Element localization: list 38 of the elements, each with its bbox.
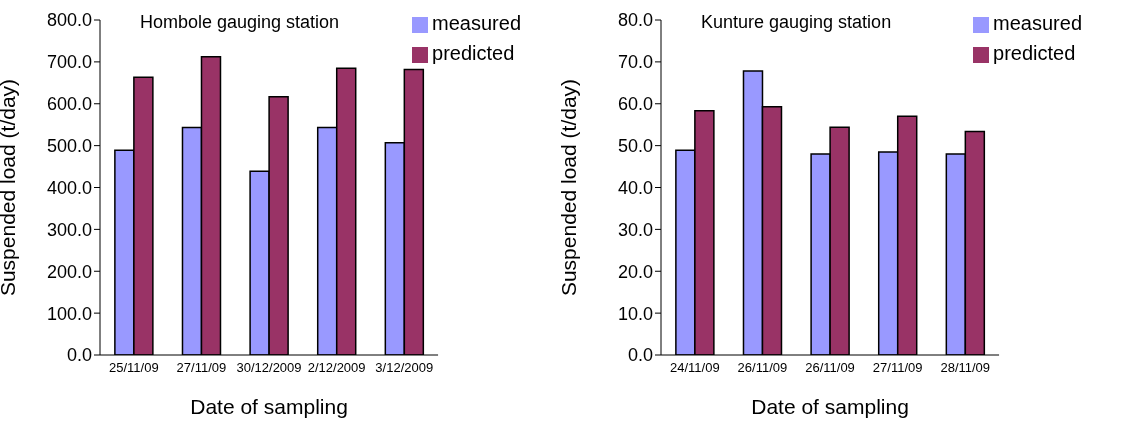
x-tick-label: 26/11/09 <box>737 360 788 376</box>
y-axis-title: Suspended load (t/day) <box>557 78 581 297</box>
x-tick-label: 24/11/09 <box>669 360 720 376</box>
y-tick-label: 0.0 <box>627 345 653 366</box>
y-tick-label: 100.0 <box>46 303 92 324</box>
chart-title: Hombole gauging station <box>140 12 340 33</box>
legend-label: measured <box>993 12 1082 34</box>
y-tick-label: 400.0 <box>46 177 92 198</box>
x-tick-label: 2/12/2009 <box>307 360 366 376</box>
x-tick-label: 30/12/2009 <box>236 360 302 376</box>
legend-label: predicted <box>432 42 515 64</box>
y-tick-label: 800.0 <box>46 10 92 31</box>
x-tick-label: 25/11/09 <box>108 360 159 376</box>
y-tick-label: 600.0 <box>46 94 92 115</box>
x-axis-title: Date of sampling <box>751 394 909 418</box>
x-tick-label: 27/11/09 <box>872 360 923 376</box>
y-tick-label: 50.0 <box>617 136 653 157</box>
y-tick-label: 60.0 <box>617 94 653 115</box>
y-tick-label: 0.0 <box>66 345 92 366</box>
x-tick-label: 28/11/09 <box>940 360 991 376</box>
y-tick-label: 30.0 <box>617 219 653 240</box>
y-axis-title: Suspended load (t/day) <box>0 78 20 297</box>
y-tick-label: 700.0 <box>46 52 92 73</box>
chart-title: Kunture gauging station <box>701 12 892 33</box>
x-tick-label: 3/12/2009 <box>375 360 434 376</box>
y-tick-label: 40.0 <box>617 177 653 198</box>
legend-label: measured <box>432 12 521 34</box>
y-tick-label: 20.0 <box>617 261 653 282</box>
y-tick-label: 80.0 <box>617 10 653 31</box>
y-tick-label: 10.0 <box>617 303 653 324</box>
y-tick-label: 300.0 <box>46 219 92 240</box>
x-tick-label: 26/11/09 <box>805 360 855 376</box>
x-tick-label: 27/11/09 <box>176 360 227 376</box>
x-axis-title: Date of sampling <box>190 394 348 418</box>
y-tick-label: 70.0 <box>617 52 653 73</box>
legend-label: predicted <box>993 42 1076 64</box>
y-tick-label: 500.0 <box>46 136 92 157</box>
y-tick-label: 200.0 <box>46 261 92 282</box>
